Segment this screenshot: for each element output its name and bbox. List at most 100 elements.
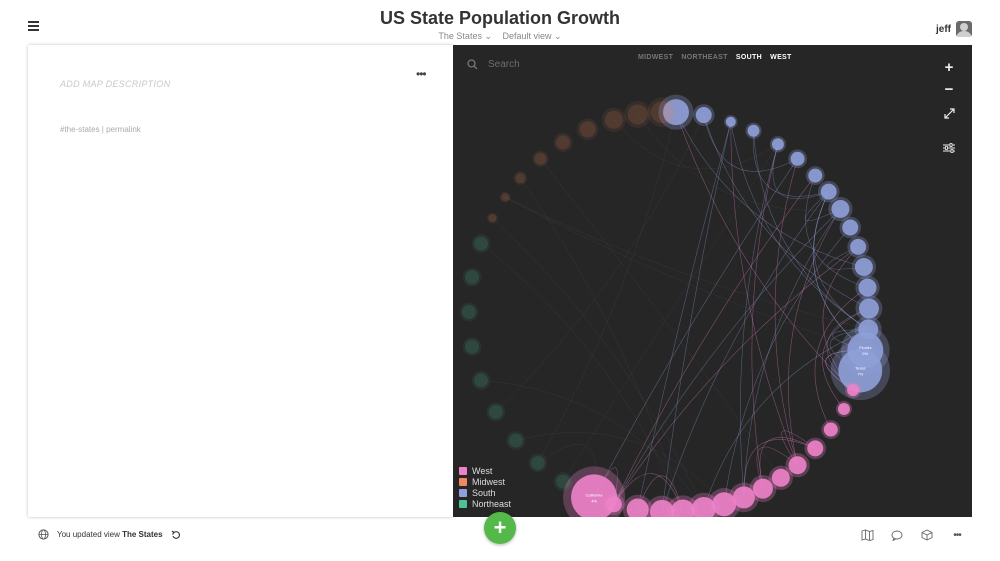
node-halo[interactable] — [553, 472, 573, 492]
node-circle[interactable] — [842, 219, 859, 236]
more-options-button[interactable]: ••• — [950, 528, 964, 542]
west-node[interactable] — [821, 420, 841, 440]
node-halo[interactable] — [601, 107, 627, 132]
south-node[interactable] — [745, 122, 762, 139]
south-node[interactable] — [817, 180, 840, 203]
node-circle[interactable] — [474, 373, 489, 388]
node-halo[interactable] — [462, 267, 482, 287]
legend-item-northeast[interactable]: Northeast — [459, 498, 511, 509]
node-halo[interactable] — [499, 191, 511, 203]
west-node[interactable] — [749, 475, 777, 503]
hamburger-icon[interactable] — [28, 21, 39, 31]
northeast-node[interactable] — [459, 302, 479, 322]
midwest-node[interactable] — [553, 132, 573, 152]
legend-item-south[interactable]: South — [459, 487, 511, 498]
node-circle[interactable] — [626, 498, 649, 517]
filter-midwest[interactable]: MIDWEST — [638, 54, 674, 61]
northeast-node[interactable] — [462, 267, 482, 287]
south-node[interactable] — [692, 104, 715, 126]
node-circle[interactable] — [662, 99, 689, 126]
node-circle[interactable] — [691, 496, 716, 517]
node-circle[interactable] — [837, 402, 850, 415]
northeast-node[interactable] — [506, 431, 526, 451]
node-circle[interactable] — [488, 405, 503, 419]
west-node[interactable] — [845, 382, 862, 399]
northeast-node[interactable] — [471, 234, 491, 254]
node-halo[interactable] — [624, 100, 652, 128]
panel-more-icon[interactable]: ••• — [416, 67, 427, 81]
node-circle[interactable] — [465, 270, 480, 285]
south-node[interactable] — [839, 216, 862, 239]
filter-northeast[interactable]: NORTHEAST — [681, 54, 728, 61]
midwest-node[interactable] — [487, 212, 498, 224]
node-circle[interactable] — [462, 305, 476, 319]
node-halo[interactable] — [528, 453, 548, 473]
node-circle[interactable] — [474, 236, 489, 251]
south-node[interactable] — [847, 236, 869, 258]
zoom-in-button[interactable]: + — [944, 58, 954, 76]
south-node[interactable] — [855, 295, 883, 323]
northeast-node[interactable] — [462, 337, 482, 357]
south-node[interactable] — [788, 149, 808, 169]
node-circle[interactable] — [807, 440, 824, 457]
globe-icon[interactable] — [38, 529, 49, 540]
node-circle[interactable] — [712, 492, 737, 517]
node-circle[interactable] — [850, 238, 867, 255]
node-circle[interactable] — [847, 384, 860, 397]
west-node[interactable] — [729, 482, 759, 513]
node-circle[interactable] — [579, 121, 596, 138]
node-halo[interactable] — [506, 431, 526, 451]
west-node[interactable] — [563, 466, 626, 517]
node-halo[interactable] — [553, 132, 573, 152]
node-circle[interactable] — [858, 278, 877, 297]
node-circle[interactable] — [604, 110, 623, 129]
node-circle[interactable] — [732, 486, 755, 509]
south-node[interactable] — [769, 136, 787, 153]
comments-button[interactable] — [890, 528, 904, 542]
northeast-node[interactable] — [553, 472, 573, 492]
west-node[interactable] — [785, 453, 810, 478]
west-node[interactable] — [687, 492, 720, 517]
node-circle[interactable] — [695, 107, 712, 124]
node-halo[interactable] — [462, 337, 482, 357]
map-search[interactable] — [467, 58, 610, 71]
south-node[interactable] — [855, 275, 880, 300]
add-description-placeholder[interactable]: ADD MAP DESCRIPTION — [60, 79, 171, 89]
west-node[interactable] — [835, 400, 853, 418]
south-node[interactable] — [830, 340, 890, 401]
west-node[interactable] — [707, 488, 741, 517]
node-circle[interactable] — [788, 456, 807, 475]
hashtag-link[interactable]: #the-states — [60, 125, 100, 134]
node-halo[interactable] — [532, 150, 549, 167]
south-node[interactable] — [724, 115, 738, 129]
node-circle[interactable] — [752, 478, 773, 499]
northeast-node[interactable] — [471, 370, 491, 390]
node-circle[interactable] — [854, 258, 873, 277]
midwest-node[interactable] — [576, 118, 599, 141]
node-circle[interactable] — [808, 168, 823, 183]
undo-icon[interactable] — [171, 530, 181, 540]
3d-view-button[interactable] — [920, 528, 934, 542]
node-circle[interactable] — [515, 173, 526, 184]
node-circle[interactable] — [820, 183, 837, 200]
node-circle[interactable] — [488, 214, 497, 223]
fit-view-button[interactable] — [941, 105, 957, 121]
node-circle[interactable] — [501, 193, 510, 202]
midwest-node[interactable] — [624, 100, 652, 128]
node-circle[interactable] — [747, 124, 760, 137]
node-circle[interactable] — [556, 474, 571, 489]
midwest-node[interactable] — [601, 107, 627, 132]
filter-west[interactable]: WEST — [770, 54, 792, 61]
filter-south[interactable]: SOUTH — [735, 54, 762, 61]
northeast-node[interactable] — [486, 402, 506, 422]
west-node[interactable] — [768, 465, 793, 490]
user-menu[interactable]: jeff — [936, 21, 972, 37]
node-halo[interactable] — [647, 97, 677, 127]
zoom-out-button[interactable]: − — [944, 80, 954, 98]
node-circle[interactable] — [771, 138, 784, 151]
node-circle[interactable] — [650, 499, 675, 517]
search-input[interactable] — [486, 58, 610, 71]
south-node[interactable] — [658, 94, 694, 130]
